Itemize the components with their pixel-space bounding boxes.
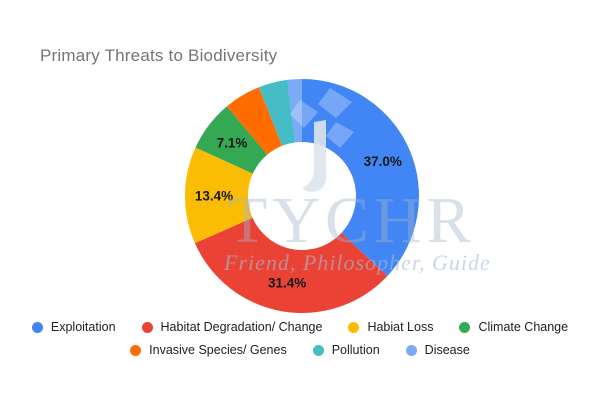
legend-item-invasive-species-genes: Invasive Species/ Genes (130, 343, 287, 357)
legend-dot-pollution (312, 344, 324, 356)
legend-item-disease: Disease (405, 343, 470, 357)
slice-exploitation (302, 79, 419, 277)
slice-habitat-degradation-change (194, 217, 388, 313)
slice-disease (287, 79, 302, 143)
legend-label: Invasive Species/ Genes (149, 343, 287, 357)
legend: Exploitation Habitat Degradation/ Change H… (0, 317, 600, 360)
donut-chart (185, 79, 419, 313)
legend-label: Habiat Loss (367, 320, 434, 334)
legend-dot-habiat-loss (348, 321, 360, 333)
legend-item-exploitation: Exploitation (31, 320, 116, 334)
legend-dot-invasive-species-genes (130, 344, 142, 356)
slice-labels: 37.0% 31.4% 13.4% 7.1% (195, 136, 402, 291)
chart-title: Primary Threats to Biodiversity (40, 46, 278, 65)
legend-label: Climate Change (478, 320, 569, 334)
slice-label-climate-change: 7.1% (217, 136, 248, 151)
legend-dot-exploitation (31, 321, 43, 333)
legend-row: Exploitation Habitat Degradation/ Change H… (31, 317, 568, 337)
legend-label: Pollution (331, 343, 380, 357)
legend-label: Disease (424, 343, 470, 357)
legend-item-habitat-degradation-change: Habitat Degradation/ Change (141, 320, 323, 334)
legend-label: Habitat Degradation/ Change (160, 320, 323, 334)
slice-habiat-loss (185, 147, 253, 244)
legend-item-habiat-loss: Habiat Loss (348, 320, 433, 334)
legend-item-pollution: Pollution (312, 343, 380, 357)
legend-item-climate-change: Climate Change (459, 320, 568, 334)
slice-label-habiat-loss: 13.4% (195, 188, 233, 203)
legend-row: Invasive Species/ Genes Pollution Disease (130, 340, 470, 360)
slice-pollution (258, 79, 296, 146)
legend-dot-climate-change (459, 321, 471, 333)
slice-label-habitat-degradation-change: 31.4% (268, 276, 306, 291)
legend-dot-disease (405, 344, 417, 356)
legend-dot-habitat-degradation-change (141, 321, 153, 333)
slice-invasive-species-genes (226, 87, 283, 155)
legend-label: Exploitation (50, 320, 116, 334)
slice-label-exploitation: 37.0% (364, 154, 402, 169)
slice-climate-change (195, 106, 268, 174)
